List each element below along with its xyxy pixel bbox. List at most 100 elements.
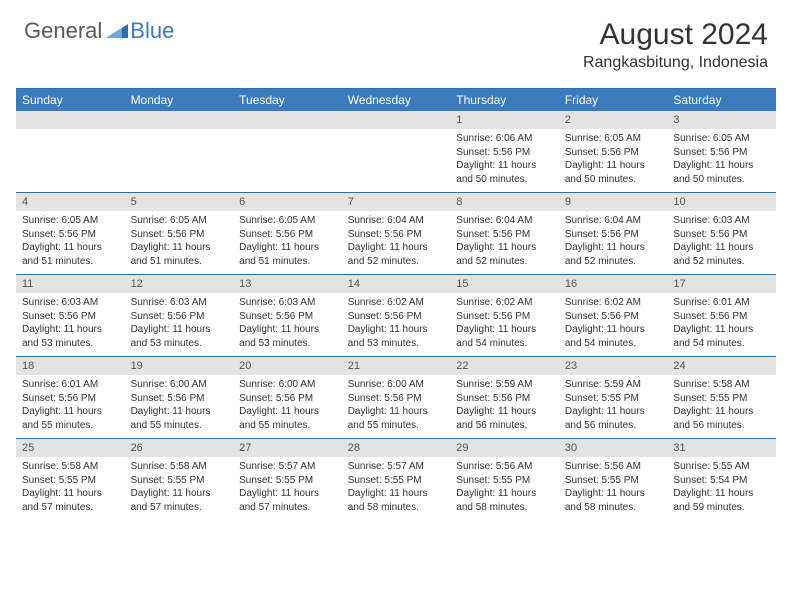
day-detail-line: Sunrise: 5:59 AM [456, 378, 553, 392]
day-detail-line: Sunset: 5:56 PM [565, 310, 662, 324]
dayhead-tuesday: Tuesday [233, 89, 342, 111]
day-detail-line: and 52 minutes. [673, 255, 770, 269]
day-detail-line: and 56 minutes. [673, 419, 770, 433]
calendar: Sunday Monday Tuesday Wednesday Thursday… [16, 88, 776, 520]
day-detail-line: Daylight: 11 hours [239, 241, 336, 255]
day-detail-line: Sunset: 5:56 PM [565, 228, 662, 242]
day-detail-line: Sunset: 5:56 PM [239, 310, 336, 324]
day-detail-cell: Sunrise: 6:05 AMSunset: 5:56 PMDaylight:… [233, 211, 342, 274]
day-detail-line: Sunrise: 5:57 AM [239, 460, 336, 474]
day-detail-cell: Sunrise: 6:03 AMSunset: 5:56 PMDaylight:… [667, 211, 776, 274]
day-detail-line: and 57 minutes. [22, 501, 119, 515]
day-detail-cell: Sunrise: 6:00 AMSunset: 5:56 PMDaylight:… [233, 375, 342, 438]
day-number: 17 [667, 275, 776, 293]
day-number: 10 [667, 193, 776, 211]
day-header-row: Sunday Monday Tuesday Wednesday Thursday… [16, 89, 776, 111]
day-detail-line: and 54 minutes. [565, 337, 662, 351]
day-detail-line: Sunset: 5:54 PM [673, 474, 770, 488]
day-detail-line: Sunset: 5:56 PM [22, 228, 119, 242]
week-detail-row: Sunrise: 6:03 AMSunset: 5:56 PMDaylight:… [16, 293, 776, 356]
day-detail-cell [125, 129, 234, 192]
day-detail-line: and 57 minutes. [239, 501, 336, 515]
day-number: 21 [342, 357, 451, 375]
day-detail-line: Daylight: 11 hours [565, 487, 662, 501]
day-number: 31 [667, 439, 776, 457]
day-detail-line: Sunset: 5:55 PM [131, 474, 228, 488]
title-block: August 2024 Rangkasbitung, Indonesia [583, 18, 768, 72]
week-number-row: 18192021222324 [16, 356, 776, 375]
day-detail-line: Daylight: 11 hours [131, 241, 228, 255]
week-detail-row: Sunrise: 5:58 AMSunset: 5:55 PMDaylight:… [16, 457, 776, 520]
day-detail-cell [342, 129, 451, 192]
day-detail-line: Sunrise: 6:03 AM [131, 296, 228, 310]
day-detail-line: Sunrise: 6:00 AM [239, 378, 336, 392]
day-detail-line: and 57 minutes. [131, 501, 228, 515]
day-number: 5 [125, 193, 234, 211]
day-detail-line: Sunset: 5:56 PM [131, 310, 228, 324]
day-detail-line: Daylight: 11 hours [565, 159, 662, 173]
day-detail-line: and 50 minutes. [565, 173, 662, 187]
day-detail-line: Sunrise: 6:00 AM [131, 378, 228, 392]
day-detail-cell: Sunrise: 5:58 AMSunset: 5:55 PMDaylight:… [125, 457, 234, 520]
day-detail-line: Sunrise: 6:05 AM [22, 214, 119, 228]
day-number: 20 [233, 357, 342, 375]
day-number: 16 [559, 275, 668, 293]
day-detail-cell: Sunrise: 6:00 AMSunset: 5:56 PMDaylight:… [342, 375, 451, 438]
week-detail-row: Sunrise: 6:01 AMSunset: 5:56 PMDaylight:… [16, 375, 776, 438]
dayhead-wednesday: Wednesday [342, 89, 451, 111]
day-detail-cell: Sunrise: 6:02 AMSunset: 5:56 PMDaylight:… [450, 293, 559, 356]
day-detail-line: and 54 minutes. [456, 337, 553, 351]
day-detail-line: and 55 minutes. [22, 419, 119, 433]
day-detail-line: Sunrise: 6:02 AM [348, 296, 445, 310]
day-detail-line: Sunset: 5:56 PM [239, 392, 336, 406]
day-detail-line: Sunset: 5:56 PM [456, 228, 553, 242]
day-detail-line: Sunrise: 5:58 AM [22, 460, 119, 474]
dayhead-friday: Friday [559, 89, 668, 111]
day-detail-line: Sunrise: 6:04 AM [456, 214, 553, 228]
day-number: 23 [559, 357, 668, 375]
day-number: 30 [559, 439, 668, 457]
day-detail-line: Daylight: 11 hours [673, 323, 770, 337]
day-number: 25 [16, 439, 125, 457]
day-detail-line: and 55 minutes. [131, 419, 228, 433]
day-detail-cell: Sunrise: 6:02 AMSunset: 5:56 PMDaylight:… [342, 293, 451, 356]
day-detail-cell: Sunrise: 6:03 AMSunset: 5:56 PMDaylight:… [125, 293, 234, 356]
day-detail-line: Sunrise: 5:57 AM [348, 460, 445, 474]
day-number: 11 [16, 275, 125, 293]
day-detail-line: and 50 minutes. [456, 173, 553, 187]
day-detail-line: Daylight: 11 hours [22, 323, 119, 337]
day-detail-line: Sunset: 5:55 PM [673, 392, 770, 406]
day-detail-line: Sunset: 5:56 PM [565, 146, 662, 160]
day-detail-line: Daylight: 11 hours [131, 487, 228, 501]
day-number: 6 [233, 193, 342, 211]
month-title: August 2024 [583, 18, 768, 52]
day-detail-line: Daylight: 11 hours [673, 241, 770, 255]
location-label: Rangkasbitung, Indonesia [583, 54, 768, 72]
day-number: 1 [450, 111, 559, 129]
day-detail-line: Sunrise: 6:01 AM [22, 378, 119, 392]
day-detail-line: Sunrise: 5:56 AM [456, 460, 553, 474]
day-detail-line: Sunset: 5:56 PM [348, 310, 445, 324]
day-detail-line: Sunrise: 5:55 AM [673, 460, 770, 474]
day-detail-line: and 52 minutes. [565, 255, 662, 269]
day-number: 2 [559, 111, 668, 129]
day-detail-line: Sunrise: 6:02 AM [565, 296, 662, 310]
day-detail-line: Sunrise: 6:04 AM [348, 214, 445, 228]
day-detail-line: and 56 minutes. [456, 419, 553, 433]
day-detail-cell: Sunrise: 5:59 AMSunset: 5:56 PMDaylight:… [450, 375, 559, 438]
day-detail-line: and 58 minutes. [348, 501, 445, 515]
day-detail-cell: Sunrise: 5:58 AMSunset: 5:55 PMDaylight:… [16, 457, 125, 520]
day-detail-line: Sunrise: 6:06 AM [456, 132, 553, 146]
day-number: 7 [342, 193, 451, 211]
day-detail-line: Sunset: 5:56 PM [673, 146, 770, 160]
day-detail-cell: Sunrise: 6:01 AMSunset: 5:56 PMDaylight:… [667, 293, 776, 356]
day-detail-line: Sunrise: 6:05 AM [673, 132, 770, 146]
day-detail-line: Sunrise: 5:59 AM [565, 378, 662, 392]
day-detail-cell: Sunrise: 6:06 AMSunset: 5:56 PMDaylight:… [450, 129, 559, 192]
day-detail-line: and 52 minutes. [348, 255, 445, 269]
day-detail-line: Sunset: 5:55 PM [565, 392, 662, 406]
day-detail-line: Sunset: 5:56 PM [673, 228, 770, 242]
dayhead-monday: Monday [125, 89, 234, 111]
day-detail-line: Daylight: 11 hours [239, 323, 336, 337]
day-number: 18 [16, 357, 125, 375]
